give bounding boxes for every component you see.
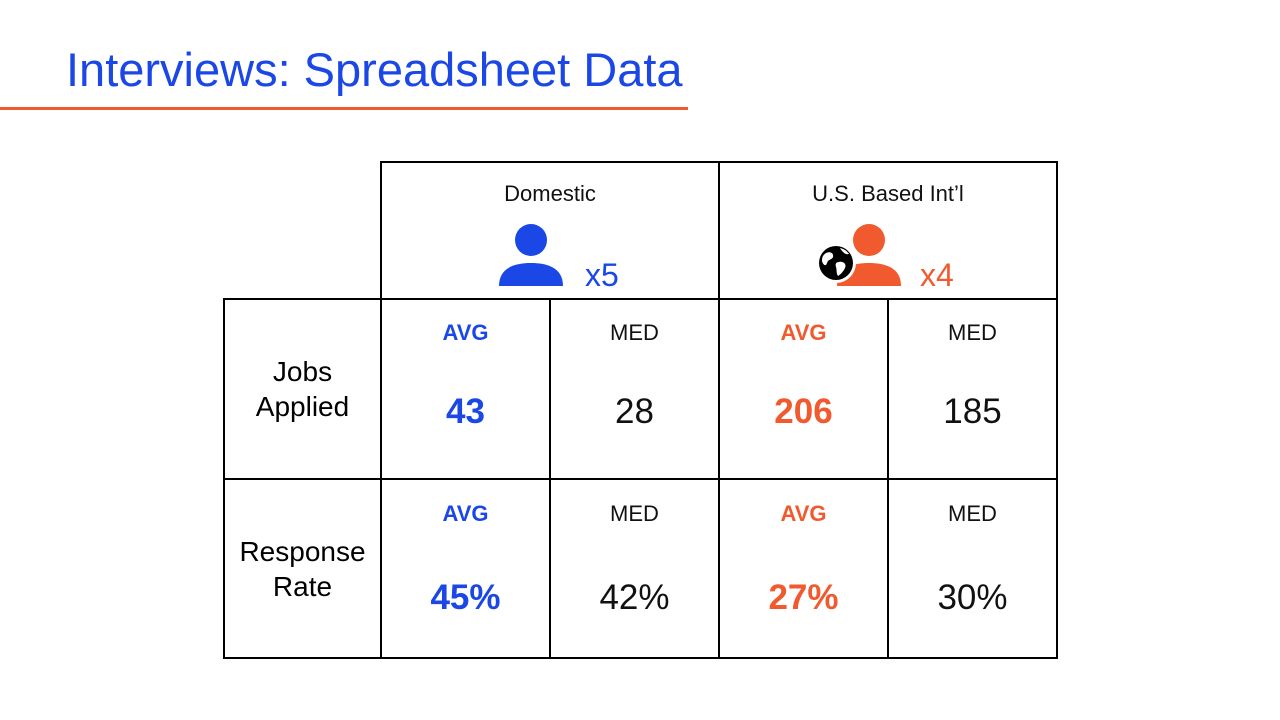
row-label-line: Response bbox=[239, 535, 366, 567]
title-underline bbox=[0, 107, 688, 110]
header-international: U.S. Based Int’l x4 bbox=[718, 161, 1058, 300]
domestic-count: x5 bbox=[585, 257, 619, 293]
slide-title: Interviews: Spreadsheet Data bbox=[66, 43, 683, 96]
header-domestic: Domestic x5 bbox=[380, 161, 720, 300]
table-cell: MED 30% bbox=[887, 478, 1058, 659]
stat-label: AVG bbox=[442, 501, 489, 526]
stat-label: MED bbox=[610, 320, 659, 345]
stat-value: 27% bbox=[768, 578, 839, 617]
row-label-response-rate: Response Rate bbox=[223, 478, 382, 659]
stat-label: AVG bbox=[442, 320, 489, 345]
table-cell: AVG 206 bbox=[718, 298, 889, 480]
table-cell: AVG 45% bbox=[380, 478, 551, 659]
stat-value: 30% bbox=[937, 578, 1008, 617]
stat-label: AVG bbox=[780, 501, 827, 526]
stat-label: MED bbox=[948, 501, 997, 526]
table-cell: MED 28 bbox=[549, 298, 720, 480]
table-cell: MED 42% bbox=[549, 478, 720, 659]
stat-label: MED bbox=[948, 320, 997, 345]
international-count: x4 bbox=[920, 257, 954, 293]
stat-value: 185 bbox=[943, 392, 1002, 431]
row-label-line: Rate bbox=[272, 570, 333, 602]
stat-value: 45% bbox=[430, 578, 501, 617]
table-cell: AVG 27% bbox=[718, 478, 889, 659]
stat-label: MED bbox=[610, 501, 659, 526]
header-domestic-label: Domestic bbox=[504, 181, 596, 206]
globe-icon bbox=[816, 243, 856, 283]
stat-value: 43 bbox=[446, 392, 485, 431]
stat-value: 28 bbox=[615, 392, 654, 431]
row-label-text: Jobs Applied bbox=[225, 354, 380, 424]
person-icon bbox=[499, 224, 563, 286]
row-label-line: Applied bbox=[255, 391, 350, 422]
stat-value: 42% bbox=[599, 578, 670, 617]
stat-value: 206 bbox=[774, 392, 833, 431]
table-cell: MED 185 bbox=[887, 298, 1058, 480]
header-international-label: U.S. Based Int’l bbox=[812, 181, 964, 206]
row-label-text: Response Rate bbox=[225, 534, 380, 604]
row-label-line: Jobs bbox=[272, 356, 333, 387]
table-cell: AVG 43 bbox=[380, 298, 551, 480]
stat-label: AVG bbox=[780, 320, 827, 345]
row-label-jobs-applied: Jobs Applied bbox=[223, 298, 382, 480]
